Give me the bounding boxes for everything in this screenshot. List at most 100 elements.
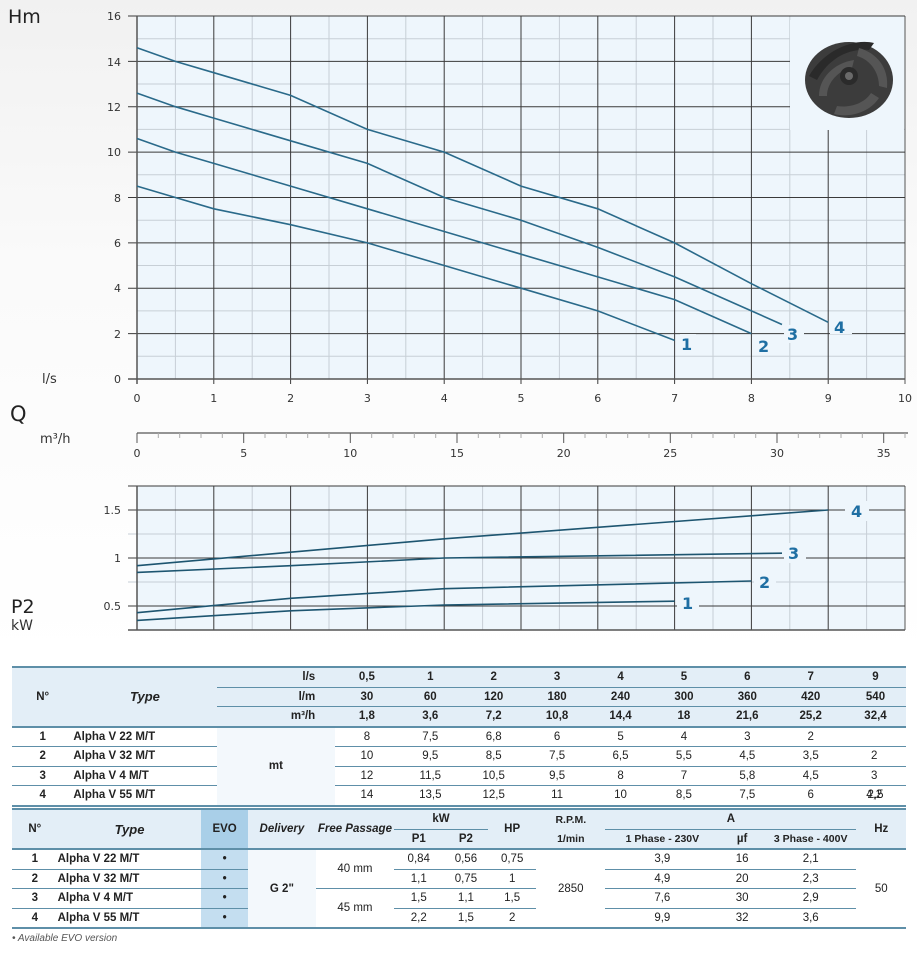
- hz-value: 50: [856, 849, 906, 929]
- head-value: 2,5: [845, 785, 906, 807]
- col-n-header: N°: [12, 667, 74, 728]
- col-type-header: Type: [57, 809, 202, 850]
- row-number: 3: [12, 766, 74, 786]
- col-a-header: A: [605, 809, 857, 830]
- row-number: 4: [12, 785, 74, 807]
- head-value: 11,5: [398, 766, 462, 786]
- head-value: 6,5: [588, 746, 653, 767]
- hm-axis-title: Hm: [8, 6, 41, 28]
- capacitor-value: 16: [719, 849, 765, 870]
- svg-text:6: 6: [114, 237, 121, 250]
- head-value: 2: [779, 726, 843, 747]
- power-curve-1: [136, 600, 675, 622]
- head-value: 6,8: [462, 726, 526, 747]
- head-value: 8: [588, 766, 653, 786]
- m3h-value: 3,6: [398, 706, 462, 728]
- ls-value: 3: [525, 667, 589, 688]
- ls-value: 2: [462, 667, 526, 688]
- svg-text:1: 1: [114, 552, 121, 565]
- head-curve-4: [136, 46, 829, 324]
- svg-text:6: 6: [594, 392, 601, 405]
- svg-text:16: 16: [107, 10, 121, 23]
- col-hz-header: Hz: [856, 809, 906, 850]
- head-curve-2-label: 2: [758, 337, 769, 356]
- head-value: [845, 746, 906, 767]
- capacitor-value: 32: [719, 908, 765, 929]
- pump-type: Alpha V 4 M/T: [57, 888, 202, 909]
- m3h-value: 21,6: [715, 706, 780, 728]
- head-value: 7: [652, 766, 716, 786]
- svg-text:1: 1: [210, 392, 217, 405]
- svg-text:25: 25: [663, 447, 677, 460]
- svg-text:8: 8: [114, 192, 121, 205]
- kw-unit-label: kW: [11, 618, 33, 634]
- p2-value: 1,5: [443, 908, 489, 929]
- table-row: 4 Alpha V 55 M/T • 2,2 1,5 2 9,9 32 3,6: [12, 908, 906, 929]
- rpm-value: 2850: [536, 849, 606, 929]
- ls-value: 4: [588, 667, 653, 688]
- head-value: 4,5: [779, 766, 843, 786]
- col-p2-header: P2: [443, 829, 489, 850]
- power-curve-3-label: 3: [788, 544, 799, 563]
- power-chart: 1.5 1 0.5 1 2 3 4: [104, 485, 906, 631]
- p1-value: 0,84: [393, 849, 444, 870]
- svg-text:15: 15: [450, 447, 464, 460]
- svg-text:35: 35: [877, 447, 891, 460]
- capacitor-value: 20: [719, 869, 765, 889]
- p1-value: 1,1: [393, 869, 444, 889]
- head-value: 9,5: [525, 766, 589, 786]
- head-y-ticks: 0 2 4 6 8 10 12 14 16: [107, 10, 121, 386]
- flow-m3h-axis: 0 5 10 15 20 25 30 35: [134, 432, 908, 460]
- ls-value: 9: [845, 667, 906, 688]
- head-value: 7,5: [715, 785, 780, 807]
- col-rpm-header: R.P.M.: [555, 813, 587, 826]
- p1-value: 2,2: [393, 908, 444, 929]
- col-delivery-header: Delivery: [247, 809, 317, 850]
- svg-text:5: 5: [240, 447, 247, 460]
- hp-value: 2: [488, 908, 537, 929]
- head-value: 8,5: [652, 785, 716, 807]
- head-curve-1-label: 1: [681, 335, 692, 354]
- head-value: 13,5: [398, 785, 462, 807]
- evo-footnote: • Available EVO version: [12, 933, 118, 944]
- head-value: 4,5: [715, 746, 780, 767]
- head-values-table: N° Type l/s 0,5 1 2 3 4 5 6 7 8 l/m 30 6…: [12, 666, 906, 807]
- svg-text:9: 9: [825, 392, 832, 405]
- head-value: [845, 766, 906, 786]
- ls-value: 5: [652, 667, 716, 688]
- table-row: 3 Alpha V 4 M/T • 45 mm 1,5 1,1 1,5 7,6 …: [12, 888, 906, 929]
- col-hp-header: HP: [488, 809, 537, 850]
- col-free-passage-header: Free Passage: [316, 809, 394, 850]
- head-value: 8,5: [462, 746, 526, 767]
- svg-text:2: 2: [114, 328, 121, 341]
- svg-text:12: 12: [107, 101, 121, 114]
- specs-table: N° Type EVO Delivery Free Passage kW HP …: [12, 808, 906, 929]
- svg-text:3: 3: [364, 392, 371, 405]
- m3h-unit-label: m³/h: [40, 432, 71, 447]
- hp-value: 1,5: [488, 888, 537, 909]
- table-row: 1 Alpha V 22 M/T mt 8 7,5 6,8 6 5 4 3 2: [12, 726, 906, 807]
- performance-charts: 0 2 4 6 8 10 12 14 16 0 1 2 3 4 5 6 7 8 …: [104, 10, 912, 631]
- col-1phase-header: 1 Phase - 230V: [605, 829, 720, 850]
- ls-value: 1: [398, 667, 462, 688]
- svg-text:4: 4: [441, 392, 448, 405]
- col-p1-header: P1: [393, 829, 444, 850]
- p2-value: 0,75: [443, 869, 489, 889]
- amp-1phase-value: 4,9: [605, 869, 720, 889]
- m3h-value: 1,8: [335, 706, 399, 728]
- col-uf-header: µf: [719, 829, 765, 850]
- lm-value: 30: [335, 687, 399, 707]
- ls-value: 0,5: [335, 667, 399, 688]
- pump-type: Alpha V 4 M/T: [73, 766, 217, 786]
- head-value: 5,5: [652, 746, 716, 767]
- head-values-col-9: 9 540 32,4 2,5: [845, 666, 906, 807]
- svg-text:20: 20: [557, 447, 571, 460]
- head-value: 5: [588, 726, 653, 747]
- row-number: 1: [12, 726, 74, 747]
- head-value: 7,5: [525, 746, 589, 767]
- table-row: 2 Alpha V 32 M/T 10 9,5 8,5 7,5 6,5 5,5 …: [12, 746, 906, 767]
- evo-dot-icon: •: [201, 869, 248, 889]
- row-number: 2: [12, 746, 74, 767]
- row-number: 3: [12, 888, 58, 909]
- amp-1phase-value: 9,9: [605, 908, 720, 929]
